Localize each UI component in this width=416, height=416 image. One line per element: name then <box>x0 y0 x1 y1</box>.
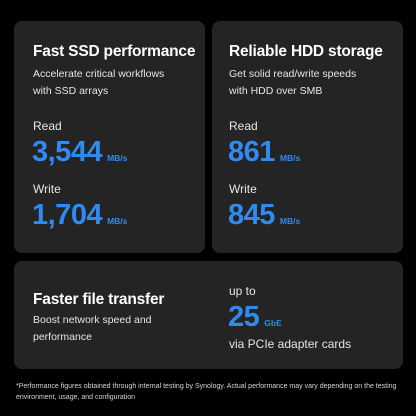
network-speed-metric: 25 GbE <box>228 302 282 332</box>
hdd-card-description: Get solid read/write speeds with HDD ove… <box>229 68 357 97</box>
ssd-write-unit: MB/s <box>107 216 128 226</box>
ssd-write-value: 1,704 <box>32 199 103 231</box>
network-transfer-card: Faster file transfer Boost network speed… <box>14 261 403 369</box>
ssd-performance-card: Fast SSD performance Accelerate critical… <box>14 21 205 253</box>
ssd-card-title: Fast SSD performance <box>33 43 196 60</box>
hdd-write-unit: MB/s <box>279 216 301 226</box>
hdd-read-unit: MB/s <box>279 153 301 163</box>
ssd-card-description: Accelerate critical workflows with SSD a… <box>33 68 165 97</box>
hdd-write-metric: 845 MB/s <box>228 200 300 230</box>
hdd-read-value: 861 <box>228 136 275 168</box>
hdd-write-label: Write <box>229 182 257 196</box>
hdd-write-value: 845 <box>228 199 275 231</box>
ssd-write-label: Write <box>33 182 61 196</box>
ssd-read-unit: MB/s <box>107 153 128 163</box>
ssd-write-metric: 1,704 MB/s <box>32 200 127 230</box>
hdd-read-metric: 861 MB/s <box>228 137 300 167</box>
network-prefix-label: up to <box>229 284 256 298</box>
hdd-storage-card: Reliable HDD storage Get solid read/writ… <box>212 21 403 253</box>
performance-footnote: *Performance figures obtained through in… <box>16 383 397 401</box>
hdd-read-label: Read <box>229 119 258 133</box>
hdd-card-title: Reliable HDD storage <box>229 43 383 60</box>
network-speed-unit: GbE <box>264 318 282 328</box>
ssd-read-metric: 3,544 MB/s <box>32 137 127 167</box>
ssd-read-label: Read <box>33 119 62 133</box>
network-speed-value: 25 <box>228 301 260 333</box>
network-card-title: Faster file transfer <box>33 291 165 308</box>
network-card-description: Boost network speed and performance <box>33 314 152 343</box>
ssd-read-value: 3,544 <box>32 136 103 168</box>
network-suffix-label: via PCIe adapter cards <box>229 337 352 351</box>
